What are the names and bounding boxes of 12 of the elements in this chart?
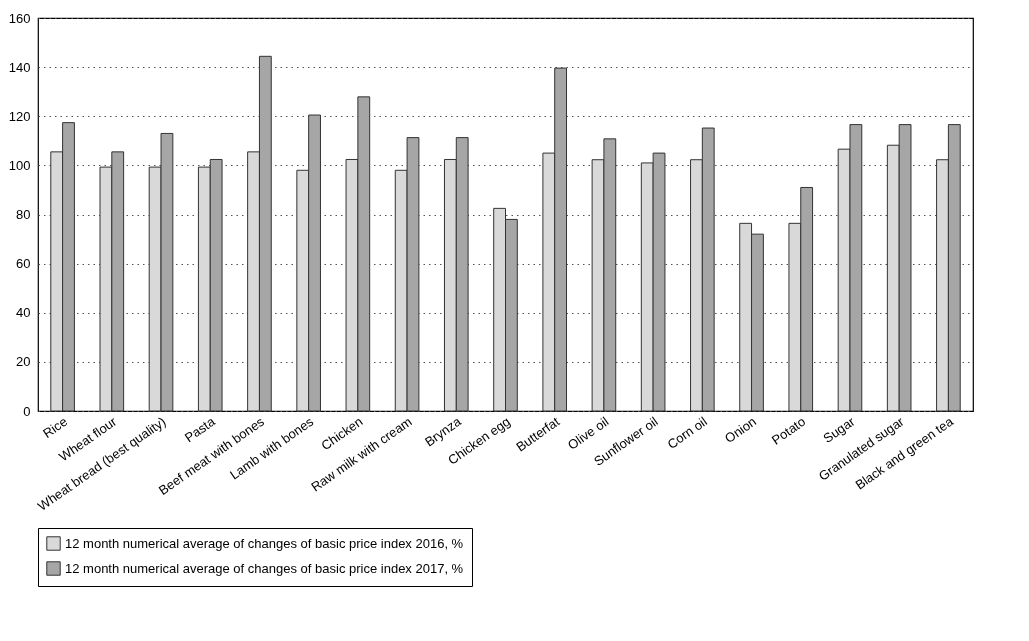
y-tick-label: 80 (16, 207, 31, 222)
y-tick-label: 20 (16, 354, 31, 370)
y-tick-label: 60 (16, 256, 31, 272)
y-tick-label: 40 (16, 305, 31, 321)
y-tick-label: 140 (8, 59, 31, 75)
legend-label: 12 month numerical average of changes of basic price index 2016, % (65, 535, 464, 551)
y-tick-label: 120 (8, 108, 31, 124)
y-tick-label: 0 (23, 403, 31, 419)
y-tick-label: 100 (8, 157, 31, 173)
y-tick-label: 160 (8, 10, 31, 26)
legend-label: 12 month numerical average of changes of basic price index 2017, % (65, 560, 464, 576)
x-tick-label: Corn oil (664, 413, 710, 452)
